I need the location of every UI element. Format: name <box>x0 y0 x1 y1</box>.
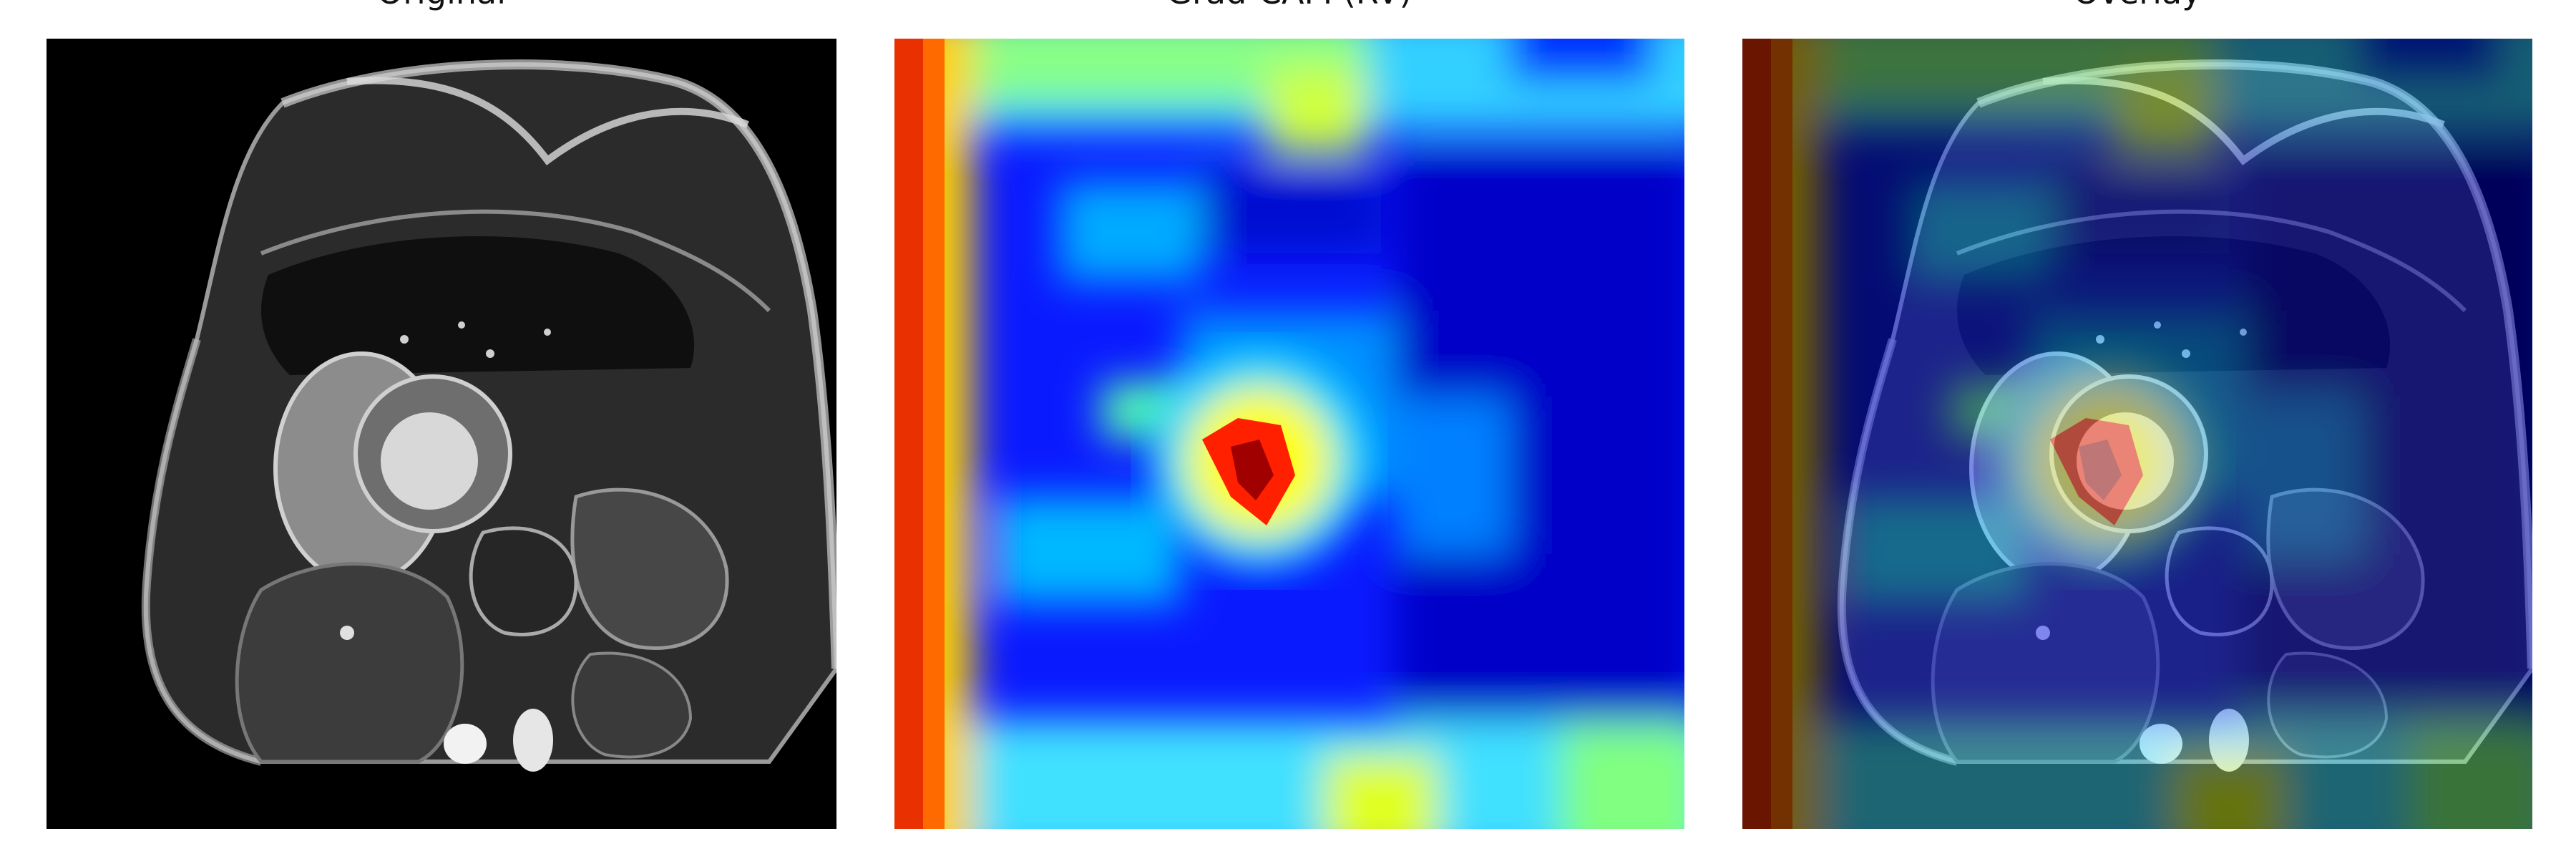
gradcam-heatmap-panel <box>894 39 1684 829</box>
panel-title-original: Original <box>47 0 836 12</box>
overlay-image-panel <box>1742 39 2532 829</box>
panel-title-gradcam: Grad-CAM (RV) <box>894 0 1684 12</box>
gradcam-heatmap-image <box>894 39 1684 829</box>
original-image-panel <box>47 39 836 829</box>
original-mri-image <box>47 39 836 829</box>
panel-title-overlay: Overlay <box>1742 0 2532 12</box>
overlay-image <box>1742 39 2532 829</box>
